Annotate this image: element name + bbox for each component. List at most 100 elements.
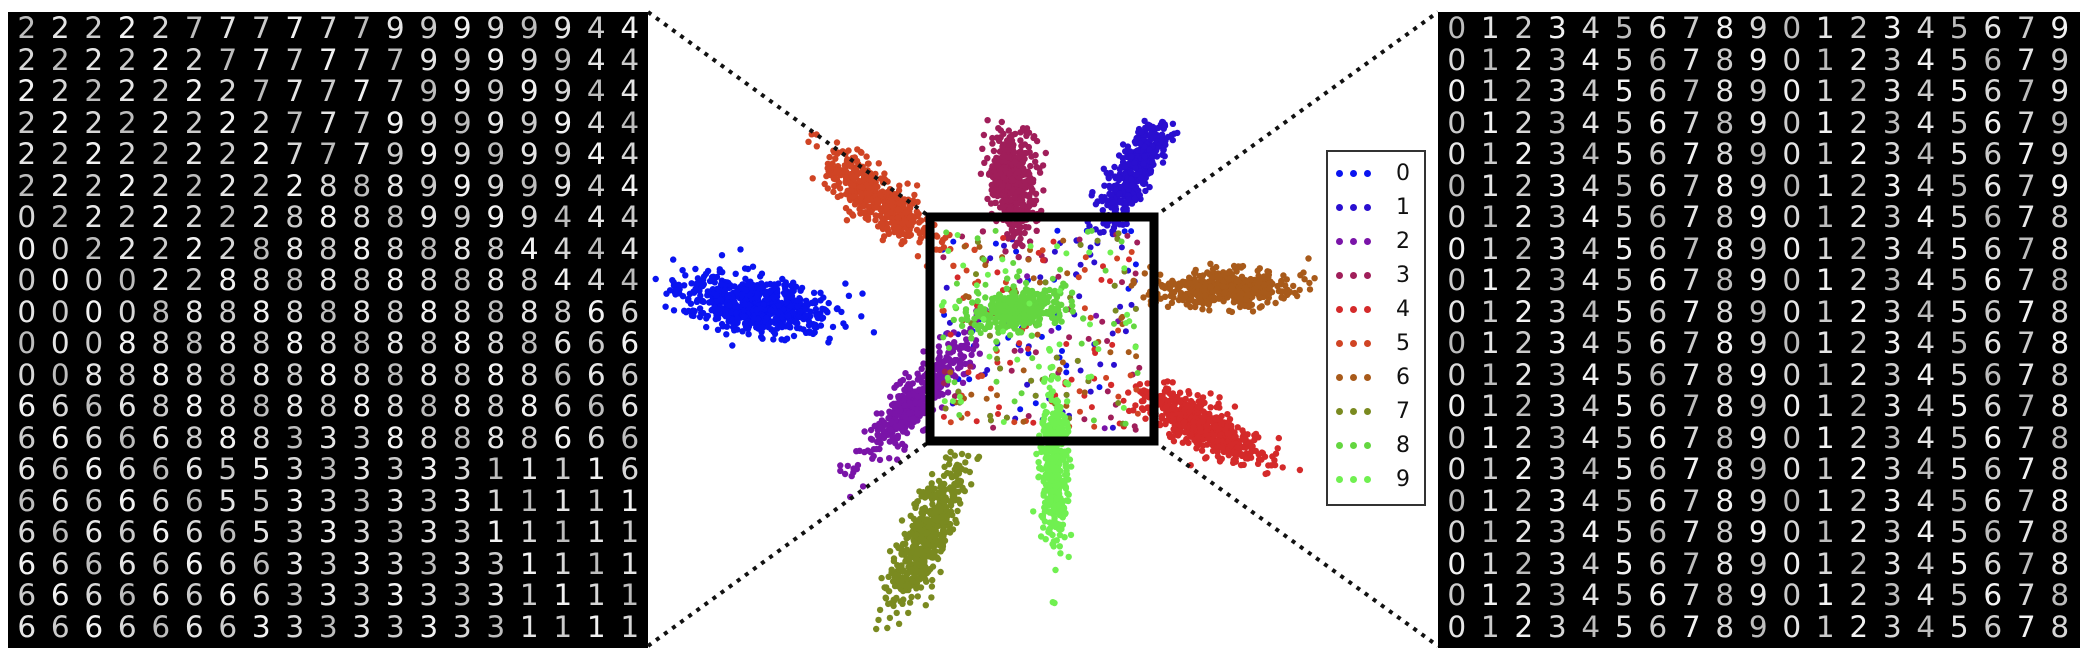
scatter-point	[968, 351, 975, 359]
digit-cell: 0	[117, 263, 137, 297]
digit-cell: 8	[519, 263, 539, 297]
scatter-point	[963, 344, 970, 352]
scatter-point	[885, 588, 893, 595]
scatter-point	[1194, 392, 1201, 399]
scatter-point	[878, 574, 885, 582]
digit-cell: 8	[318, 263, 338, 297]
scatter-point	[895, 620, 903, 627]
digit-cell: 8	[385, 326, 405, 360]
digit-cell: 7	[318, 12, 338, 45]
scatter-point	[950, 262, 957, 269]
scatter-point	[1026, 170, 1033, 178]
digit-cell: 4	[620, 105, 640, 140]
digit-cell: 8	[419, 294, 439, 329]
scatter-point	[946, 529, 954, 536]
digit-cell: 6	[553, 326, 573, 360]
digit-cell: 7	[251, 74, 271, 108]
scatter-point	[950, 238, 957, 245]
scatter-point	[951, 452, 958, 459]
scatter-point	[1159, 159, 1167, 166]
scatter-point	[1096, 384, 1103, 391]
scatter-point	[1199, 306, 1206, 313]
digit-cell: 8	[218, 389, 238, 423]
digit-cell: 3	[385, 452, 405, 486]
scatter-point	[872, 216, 879, 224]
scatter-point	[1077, 241, 1084, 248]
digit-cell: 6	[586, 294, 606, 329]
scatter-point	[1081, 305, 1088, 312]
digit-cell: 3	[318, 578, 338, 612]
scatter-point	[1306, 286, 1314, 293]
scatter-point	[842, 280, 849, 287]
scatter-point	[1245, 291, 1252, 299]
scatter-point	[894, 214, 902, 221]
scatter-point	[914, 593, 921, 600]
scatter-point	[905, 391, 913, 399]
scatter-point	[1106, 182, 1113, 190]
scatter-point	[1149, 123, 1157, 131]
scatter-point	[1012, 228, 1019, 236]
scatter-point	[1232, 449, 1240, 457]
scatter-point	[1234, 424, 1241, 431]
scatter-point	[1124, 232, 1131, 239]
digit-cell: 9	[452, 137, 472, 171]
digit-cell: 7	[251, 42, 271, 77]
digit-cell: 4	[620, 231, 640, 266]
digit-cell: 2	[285, 168, 305, 203]
scatter-point	[997, 365, 1004, 372]
scatter-point	[928, 594, 935, 601]
scatter-point	[1034, 331, 1041, 338]
scatter-point	[1023, 125, 1031, 132]
digit-cell: 2	[218, 231, 238, 266]
scatter-point	[1107, 381, 1115, 389]
scatter-point	[1063, 369, 1070, 376]
scatter-point	[719, 269, 726, 276]
scatter-point	[901, 446, 908, 453]
scatter-point	[902, 414, 909, 421]
scatter-point	[1246, 451, 1254, 458]
scatter-point	[850, 465, 857, 472]
scatter-point	[899, 238, 906, 245]
scatter-point	[1107, 349, 1114, 356]
scatter-point	[698, 309, 705, 316]
scatter-point	[891, 574, 899, 582]
scatter-point	[1019, 202, 1027, 209]
digit-cell: 4	[620, 168, 640, 203]
scatter-point	[1099, 318, 1106, 325]
scatter-point	[1182, 395, 1189, 403]
scatter-point	[1252, 285, 1259, 293]
scatter-point	[965, 294, 972, 301]
scatter-point	[1272, 299, 1279, 307]
scatter-point	[899, 428, 907, 435]
scatter-point	[1170, 294, 1177, 301]
cluster-2	[837, 230, 1139, 501]
scatter-point	[1013, 239, 1021, 246]
digit-cell: 1	[486, 483, 506, 518]
digit-cell: 8	[419, 231, 439, 266]
scatter-point	[1169, 404, 1177, 412]
scatter-point	[1216, 394, 1223, 401]
scatter-point	[1134, 239, 1141, 246]
scatter-point	[846, 208, 853, 215]
digit-cell: 3	[385, 578, 405, 612]
digit-cell: 8	[486, 294, 506, 329]
scatter-point	[969, 346, 977, 353]
scatter-point	[1004, 275, 1011, 282]
scatter-point	[923, 578, 930, 585]
scatter-point	[1025, 224, 1032, 231]
scatter-point	[898, 551, 905, 558]
digit-cell: 9	[419, 200, 439, 234]
scatter-point	[929, 554, 936, 561]
digit-cell: 6	[586, 420, 606, 455]
digit-cell: 6	[50, 389, 70, 423]
digit-cell: 9	[486, 12, 506, 45]
digit-cell: 6	[620, 326, 640, 360]
scatter-point	[979, 145, 986, 152]
digit-cell: 2	[218, 105, 238, 140]
cluster-0	[652, 227, 1139, 429]
digit-cell: 8	[385, 263, 405, 297]
scatter-point	[679, 293, 687, 300]
scatter-point	[867, 208, 875, 216]
scatter-point	[1162, 141, 1169, 149]
digit-cell: 9	[452, 74, 472, 108]
